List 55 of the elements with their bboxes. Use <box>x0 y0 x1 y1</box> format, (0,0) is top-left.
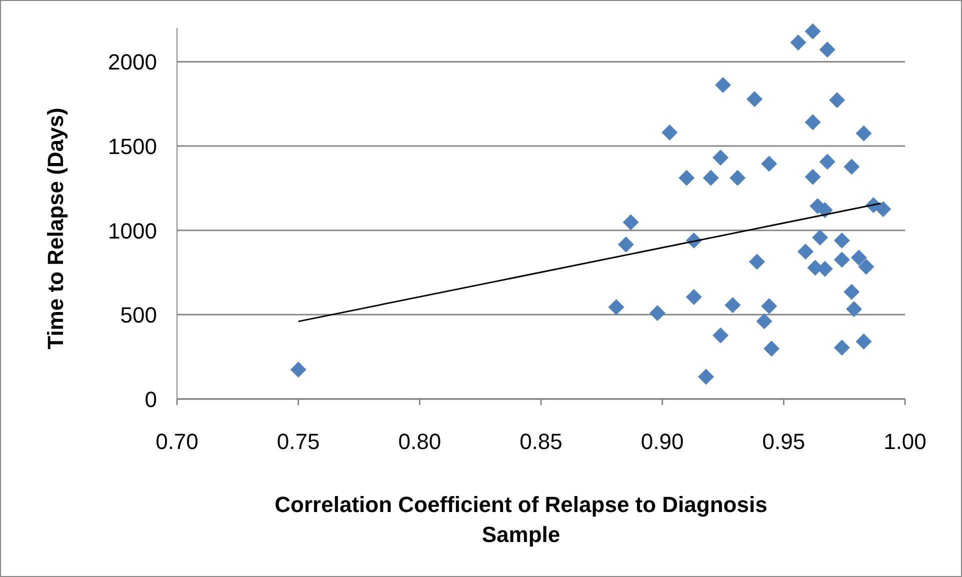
x-tick-label: 0.90 <box>640 429 684 454</box>
point <box>858 258 874 275</box>
point <box>875 201 892 218</box>
point <box>662 124 678 141</box>
point <box>724 297 741 314</box>
point <box>622 214 639 230</box>
y-tick-label: 2000 <box>108 50 157 75</box>
point <box>678 170 695 186</box>
point <box>844 158 860 175</box>
point <box>712 150 729 166</box>
point <box>686 288 702 305</box>
y-tick-label: 0 <box>144 387 157 412</box>
point <box>834 252 850 268</box>
point <box>712 327 729 344</box>
point <box>748 254 765 270</box>
point <box>764 340 780 357</box>
point <box>702 170 719 186</box>
point <box>608 299 624 316</box>
point <box>804 23 821 40</box>
point <box>761 156 778 172</box>
point <box>829 92 846 108</box>
point <box>790 34 806 51</box>
point <box>856 125 872 142</box>
point <box>761 298 778 314</box>
point <box>649 305 666 322</box>
point <box>730 170 746 186</box>
y-tick-label: 1000 <box>108 218 157 244</box>
point <box>756 313 772 330</box>
x-tick-label: 0.95 <box>762 429 806 454</box>
y-tick-label: 1500 <box>108 134 157 160</box>
x-tick-label: 0.85 <box>520 429 562 454</box>
point <box>846 301 862 318</box>
point <box>746 91 763 108</box>
point <box>819 42 836 58</box>
point <box>290 362 306 378</box>
point <box>819 154 836 170</box>
point <box>798 244 814 260</box>
point <box>812 229 828 246</box>
point <box>715 77 731 93</box>
x-tick-label: 0.80 <box>398 429 442 454</box>
y-axis-title: Time to Relapse (Days) <box>43 108 68 350</box>
point <box>850 250 867 266</box>
point <box>698 368 714 385</box>
x-axis-title: Correlation Coefficient of Relapse to Diagnosis Sample <box>274 492 768 547</box>
point <box>844 284 860 300</box>
point <box>834 340 850 356</box>
point <box>856 333 872 350</box>
x-tick-label: 0.75 <box>276 429 320 454</box>
point <box>834 232 850 248</box>
x-tick-label: 1.00 <box>884 429 926 454</box>
x-tick-label: 0.70 <box>156 429 198 454</box>
point <box>804 168 821 185</box>
point <box>804 114 821 130</box>
point <box>618 236 634 253</box>
y-tick-label: 500 <box>120 302 157 328</box>
